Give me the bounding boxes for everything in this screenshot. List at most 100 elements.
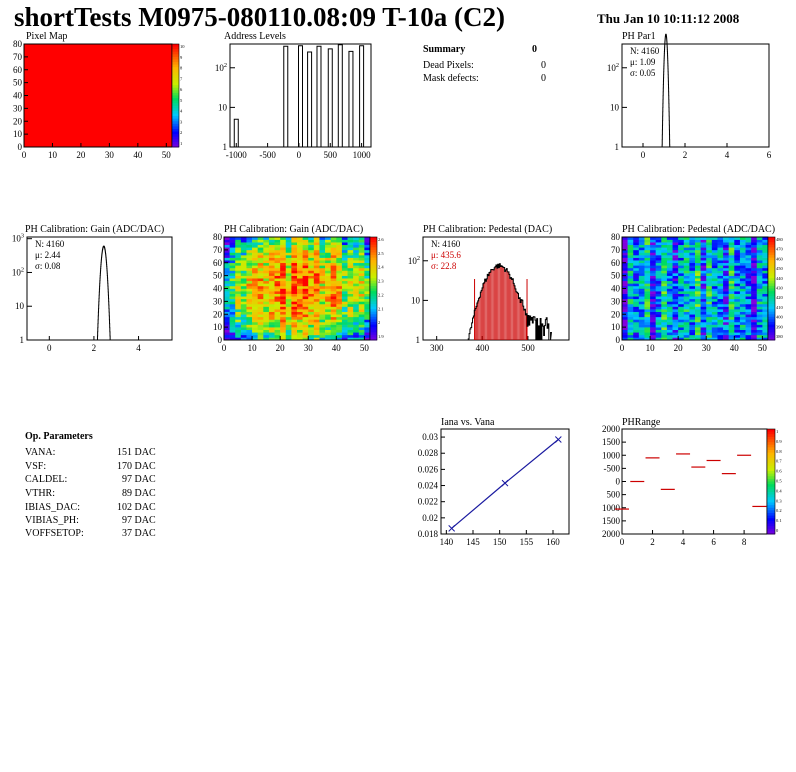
heatmap-cell (672, 332, 679, 336)
heatmap-cell (285, 237, 292, 240)
colorbar-cell (370, 327, 377, 331)
summary-title: Summary (423, 44, 466, 55)
heatmap-cell (711, 301, 718, 305)
colorbar-cell (172, 131, 179, 135)
heatmap-cell (252, 306, 258, 310)
heatmap-cell (661, 280, 668, 284)
heatmap-cell (644, 275, 651, 279)
heatmap-cell (723, 321, 729, 325)
heatmap-cell (756, 267, 763, 271)
heatmap-cell (364, 296, 371, 300)
heatmap-cell (672, 303, 679, 307)
heatmap-cell (661, 334, 668, 338)
heatmap-cell (751, 257, 758, 261)
heatmap-cell (739, 265, 746, 269)
heatmap-cell (224, 319, 230, 323)
op-param-label: IBIAS_DAC: (25, 502, 81, 513)
heatmap-cell (644, 239, 651, 243)
heatmap-cell (655, 285, 662, 289)
heatmap-cell (319, 316, 326, 320)
heatmap-cell (341, 257, 348, 261)
heatmap-cell (689, 244, 696, 248)
heatmap-cell (723, 298, 729, 302)
heatmap-cell (341, 267, 348, 271)
heatmap-cell (229, 301, 236, 305)
heatmap-cell (347, 301, 354, 305)
heatmap-cell (672, 242, 679, 246)
heatmap-cell (336, 283, 343, 287)
heatmap-cell (633, 329, 640, 333)
colorbar-cell (767, 531, 775, 535)
heatmap-cell (252, 278, 258, 282)
heatmap-cell (644, 265, 651, 269)
heatmap-cell (717, 252, 724, 256)
data-point (448, 524, 456, 532)
heatmap-cell (672, 275, 679, 279)
heatmap-cell (751, 262, 758, 266)
heatmap-cell (274, 249, 281, 253)
heatmap-cell (252, 332, 258, 336)
heatmap-cell (683, 285, 690, 289)
heatmap-cell (302, 296, 309, 300)
heatmap-cell (717, 239, 724, 243)
heatmap-cell (224, 285, 230, 289)
heatmap-cell (633, 247, 640, 251)
heatmap-cell (336, 334, 343, 338)
heatmap-cell (756, 324, 763, 328)
colorbar-tick-label: 450 (776, 266, 784, 271)
heatmap-cell (711, 309, 718, 312)
heatmap-cell (235, 332, 242, 336)
heatmap-cell (257, 247, 264, 251)
heatmap-cell (633, 337, 640, 341)
heatmap-cell (297, 275, 303, 279)
heatmap-cell (291, 283, 298, 287)
heatmap-cell (751, 265, 758, 269)
heatmap-cell (280, 311, 287, 315)
heatmap-cell (700, 244, 707, 248)
heatmap-cell (257, 309, 264, 312)
heatmap-cell (302, 316, 309, 320)
colorbar-cell (172, 44, 179, 48)
heatmap-cell (622, 239, 628, 243)
colorbar-cell (768, 283, 775, 287)
heatmap-cell (655, 337, 662, 341)
heatmap-cell (319, 319, 326, 323)
heatmap-cell (762, 327, 769, 330)
heatmap-cell (723, 288, 729, 292)
plot-frame (26, 236, 173, 341)
y-tick-label: 1000 (602, 503, 621, 513)
heatmap-cell (229, 288, 236, 292)
heatmap-cell (638, 280, 645, 284)
heatmap-cell (734, 257, 741, 261)
heatmap-cell (745, 288, 752, 292)
heatmap-cell (683, 291, 690, 294)
colorbar-cell (172, 46, 179, 50)
heatmap-cell (655, 252, 662, 256)
heatmap-cell (274, 255, 281, 258)
heatmap-cell (723, 311, 729, 315)
heatmap-cell (285, 244, 292, 248)
heatmap-cell (695, 327, 701, 330)
heatmap-cell (627, 275, 634, 279)
heatmap-cell (717, 257, 724, 261)
heatmap-cell (622, 262, 628, 266)
colorbar-cell (767, 465, 775, 469)
heatmap-cell (644, 327, 651, 330)
heatmap-cell (638, 309, 645, 312)
heatmap-cell (627, 334, 634, 338)
heatmap-cell (280, 260, 287, 264)
heatmap-cell (695, 257, 701, 261)
heatmap-cell (650, 270, 656, 274)
heatmap-cell (689, 291, 696, 294)
x-tick-label: 0 (620, 343, 625, 353)
colorbar-cell (370, 309, 377, 313)
heatmap-cell (706, 273, 713, 276)
heatmap-cell (285, 321, 292, 325)
heatmap-cell (739, 314, 746, 318)
heatmap-cell (745, 311, 752, 315)
colorbar-cell (767, 442, 775, 446)
heatmap-cell (347, 303, 354, 307)
summary-row-value: 0 (541, 73, 546, 84)
heatmap-cell (717, 285, 724, 289)
heatmap-cell (229, 252, 236, 256)
